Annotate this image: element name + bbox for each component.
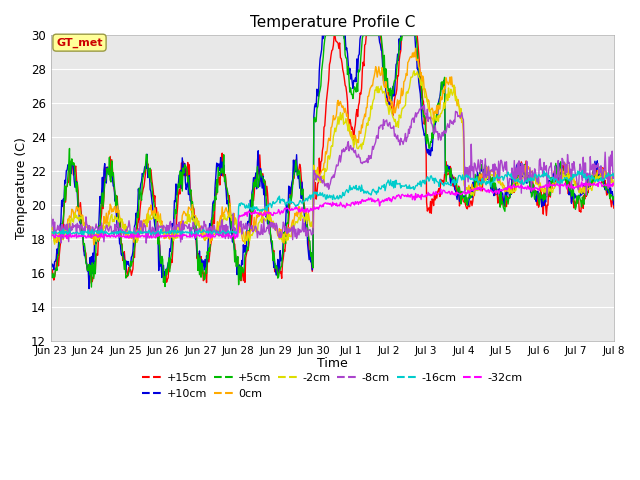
-16cm [9, 227, 17, 233]
+15cm [610, 205, 618, 211]
-32cm [376, 199, 384, 205]
-2cm [610, 182, 618, 188]
+15cm [11, 286, 19, 292]
-2cm [410, 68, 418, 74]
+5cm [378, 33, 385, 38]
+5cm [243, 244, 251, 250]
X-axis label: Time: Time [317, 358, 348, 371]
+15cm [411, 33, 419, 38]
0cm [412, 46, 419, 51]
-32cm [191, 232, 198, 238]
+15cm [243, 247, 251, 253]
-2cm [9, 229, 17, 235]
+10cm [80, 243, 88, 249]
0cm [610, 183, 618, 189]
-2cm [191, 219, 198, 225]
-32cm [81, 233, 88, 239]
-2cm [51, 241, 58, 247]
-16cm [221, 229, 228, 235]
+10cm [378, 47, 385, 53]
+5cm [88, 284, 95, 290]
-16cm [610, 173, 618, 179]
+10cm [221, 174, 228, 180]
0cm [221, 209, 228, 215]
+10cm [9, 264, 17, 270]
-8cm [142, 240, 150, 246]
-16cm [80, 233, 88, 239]
0cm [410, 49, 418, 55]
-32cm [410, 193, 418, 199]
-2cm [411, 72, 419, 78]
Title: Temperature Profile C: Temperature Profile C [250, 15, 415, 30]
+15cm [221, 175, 228, 180]
-32cm [63, 236, 71, 241]
+15cm [81, 249, 88, 255]
-8cm [221, 223, 228, 228]
+15cm [378, 39, 385, 45]
+5cm [322, 33, 330, 38]
-2cm [221, 211, 228, 217]
-16cm [579, 168, 586, 174]
-32cm [610, 182, 618, 188]
-8cm [9, 233, 17, 239]
+10cm [411, 33, 419, 38]
-8cm [191, 223, 198, 229]
0cm [191, 213, 198, 219]
Legend: +15cm, +10cm, +5cm, 0cm, -2cm, -8cm, -16cm, -32cm: +15cm, +10cm, +5cm, 0cm, -2cm, -8cm, -16… [138, 369, 527, 403]
-32cm [243, 214, 251, 219]
Line: 0cm: 0cm [13, 48, 614, 245]
+10cm [610, 202, 618, 207]
0cm [376, 72, 384, 78]
-2cm [376, 87, 384, 93]
-8cm [243, 227, 251, 232]
+10cm [243, 220, 251, 226]
+10cm [85, 286, 93, 291]
-2cm [243, 234, 251, 240]
Y-axis label: Temperature (C): Temperature (C) [15, 137, 28, 239]
-16cm [376, 186, 384, 192]
+10cm [191, 233, 198, 239]
-16cm [243, 204, 251, 210]
+5cm [191, 225, 198, 231]
+5cm [80, 242, 88, 248]
0cm [9, 223, 17, 229]
Text: GT_met: GT_met [56, 37, 103, 48]
Line: -8cm: -8cm [13, 105, 614, 243]
+5cm [221, 179, 228, 184]
0cm [80, 219, 88, 225]
+15cm [191, 229, 198, 235]
0cm [90, 242, 97, 248]
+10cm [319, 33, 326, 38]
Line: -2cm: -2cm [13, 71, 614, 244]
-8cm [80, 229, 88, 235]
-8cm [376, 122, 384, 128]
+5cm [411, 33, 419, 38]
Line: +15cm: +15cm [13, 36, 614, 289]
-16cm [410, 187, 418, 192]
-8cm [410, 120, 418, 125]
-8cm [610, 172, 618, 178]
+5cm [610, 194, 618, 200]
0cm [243, 238, 251, 243]
-16cm [81, 228, 88, 234]
Line: +10cm: +10cm [13, 36, 614, 288]
-8cm [420, 102, 428, 108]
+5cm [9, 273, 17, 279]
+15cm [330, 33, 338, 38]
-2cm [81, 222, 88, 228]
-32cm [9, 233, 17, 239]
-16cm [191, 231, 198, 237]
Line: -32cm: -32cm [13, 182, 614, 239]
Line: +5cm: +5cm [13, 36, 614, 287]
-32cm [221, 234, 228, 240]
+15cm [9, 272, 17, 278]
-32cm [578, 179, 586, 185]
Line: -16cm: -16cm [13, 171, 614, 236]
